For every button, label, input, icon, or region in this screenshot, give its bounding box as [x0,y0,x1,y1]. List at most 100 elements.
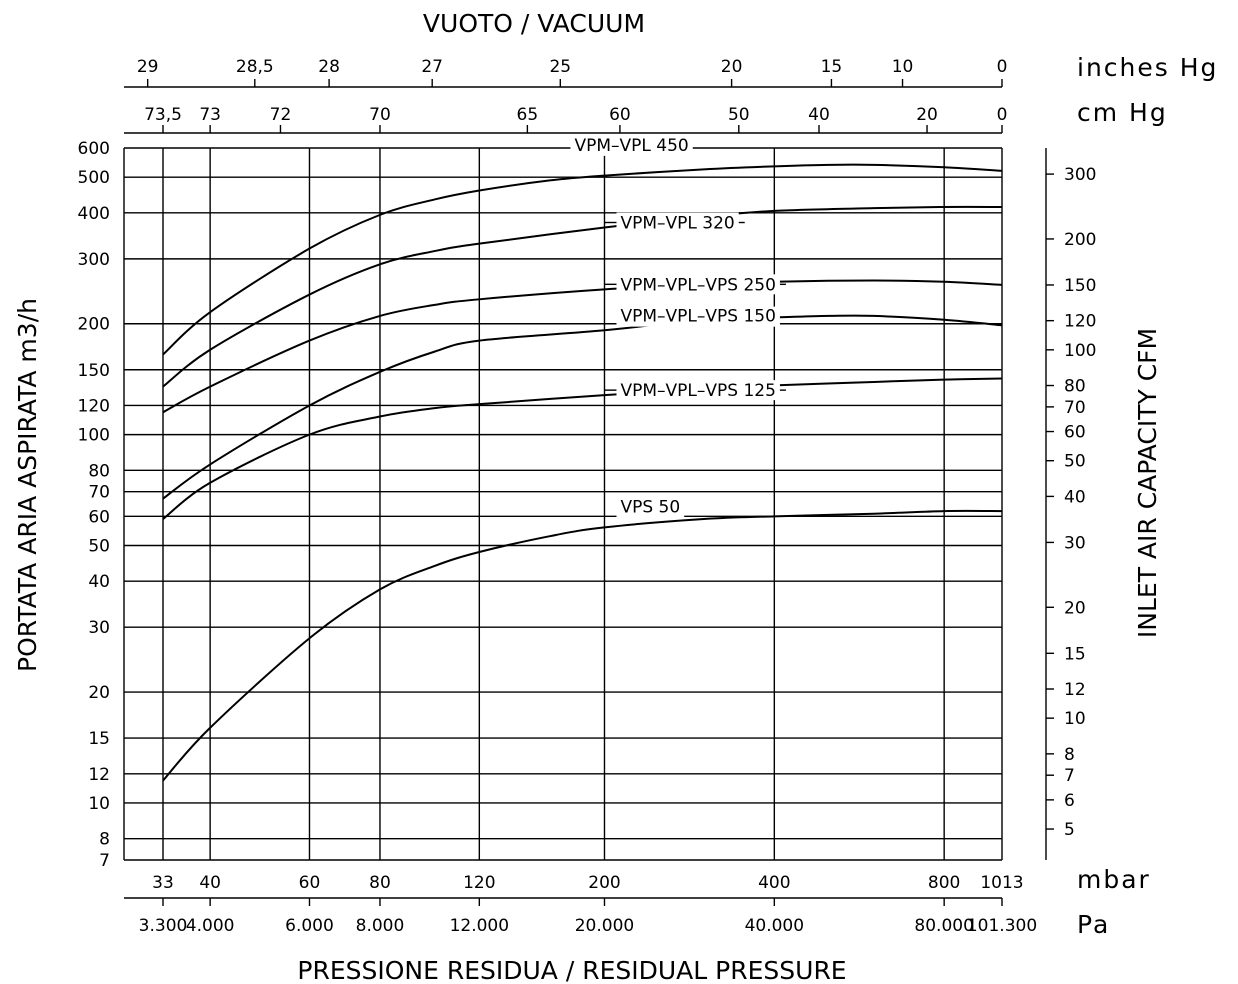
performance-curve-1 [162,163,1003,356]
inches-hg-tick-label: 28 [318,57,340,77]
inches-hg-tick-label: 29 [137,57,159,77]
series-label-1: VPM–VPL 450 [574,136,688,156]
cfm-tick-label: 50 [1064,452,1086,472]
cfm-tick-label: 12 [1064,680,1086,700]
cfm-tick-label: 60 [1064,423,1086,443]
y-left-tick-label: 400 [78,204,110,224]
performance-curve-6 [162,509,1003,782]
cfm-tick-label: 300 [1064,165,1096,185]
bottom-axis-title: PRESSIONE RESIDUA / RESIDUAL PRESSURE [297,956,846,984]
cfm-tick-label: 15 [1064,644,1086,664]
cfm-tick-label: 200 [1064,230,1096,250]
y-left-tick-label: 50 [88,536,110,556]
cfm-tick-label: 100 [1064,341,1096,361]
cfm-tick-label: 6 [1064,791,1075,811]
x-mbar-tick-label: 800 [928,873,960,893]
cfm-tick-label: 150 [1064,276,1096,296]
series-labels: VPM–VPL 450 VPM–VPL 320 VPM–VPL–VPS 250 VPM… [570,135,786,518]
performance-curves [162,163,1003,782]
series-label-6: VPS 50 [620,498,680,518]
series-label-background [616,212,739,233]
cfm-tick-label: 8 [1064,745,1075,765]
cm-hg-tick-label: 73,5 [144,105,182,125]
series-label-background [616,497,685,518]
series-label-5: VPM–VPL–VPS 125 [620,381,775,401]
performance-curve-3 [162,279,1003,414]
inches-hg-tick-label: 10 [892,57,914,77]
chart-axes [123,79,1054,906]
y-left-tick-label: 120 [78,396,110,416]
cm-hg-unit-label: cm Hg [1077,98,1168,127]
x-pa-tick-label: 20.000 [575,916,634,936]
y-left-tick-label: 60 [88,507,110,527]
y-left-tick-label: 100 [78,426,110,446]
x-pa-tick-label: 80.000 [914,916,973,936]
x-mbar-tick-label: 33 [152,873,174,893]
y-left-tick-label: 15 [88,729,110,749]
x-mbar-tick-label: 400 [758,873,790,893]
x-pa-tick-label: 8.000 [356,916,405,936]
cfm-tick-label: 10 [1064,709,1086,729]
x-pa-tick-label: 40.000 [745,916,804,936]
inches-hg-tick-label: 20 [721,57,743,77]
y-left-tick-label: 80 [88,461,110,481]
x-pa-tick-label: 4.000 [186,916,235,936]
cm-hg-tick-label: 70 [369,105,391,125]
x-mbar-tick-label: 40 [199,873,221,893]
mbar-unit-label: mbar [1077,865,1151,894]
cfm-tick-label: 40 [1064,487,1086,507]
cm-hg-tick-label: 20 [916,105,938,125]
pa-unit-label: Pa [1077,910,1110,939]
cm-hg-tick-label: 72 [270,105,292,125]
cfm-tick-label: 5 [1064,820,1075,840]
cfm-tick-label: 7 [1064,766,1075,786]
y-left-tick-label: 20 [88,683,110,703]
cfm-tick-label: 120 [1064,312,1096,332]
inches-hg-unit-label: inches Hg [1077,53,1218,82]
y-left-tick-label: 8 [99,830,110,850]
y-left-tick-label: 7 [99,851,110,871]
cm-hg-tick-label: 65 [517,105,539,125]
x-pa-tick-label: 101.300 [967,916,1037,936]
inches-hg-tick-label: 15 [821,57,843,77]
cm-hg-tick-label: 40 [808,105,830,125]
tick-labels: 7810121520304050607080100120150200300400… [78,57,1097,936]
y-left-tick-label: 10 [88,794,110,814]
inches-hg-tick-label: 0 [997,57,1008,77]
x-pa-tick-label: 3.300 [139,916,188,936]
series-label-2: VPM–VPL 320 [620,214,734,234]
top-axis-title: VUOTO / VACUUM [423,9,645,38]
inches-hg-tick-label: 25 [549,57,571,77]
right-axis-title: INLET AIR CAPACITY CFM [1133,328,1162,638]
cfm-tick-label: 30 [1064,533,1086,553]
x-pa-tick-label: 12.000 [450,916,509,936]
y-left-tick-label: 600 [78,139,110,159]
y-left-tick-label: 40 [88,572,110,592]
y-left-tick-label: 70 [88,483,110,503]
x-mbar-tick-label: 120 [463,873,495,893]
plot-grid [124,148,1002,860]
x-pa-tick-label: 6.000 [285,916,334,936]
cfm-tick-label: 80 [1064,377,1086,397]
series-label-background [616,380,780,401]
y-left-tick-label: 12 [88,765,110,785]
cm-hg-tick-label: 50 [728,105,750,125]
y-left-tick-label: 150 [78,361,110,381]
y-left-tick-label: 500 [78,168,110,188]
left-axis-title: PORTATA ARIA ASPIRATA m3/h [13,298,42,672]
x-mbar-tick-label: 60 [299,873,321,893]
cm-hg-tick-label: 73 [199,105,221,125]
y-left-tick-label: 200 [78,315,110,335]
inches-hg-tick-label: 27 [421,57,443,77]
series-label-background [616,306,780,327]
series-label-3: VPM–VPL–VPS 250 [620,275,775,295]
cm-hg-tick-label: 0 [997,105,1008,125]
y-left-tick-label: 300 [78,250,110,270]
series-label-background [570,135,693,156]
performance-curve-4 [162,314,1003,500]
x-mbar-tick-label: 200 [588,873,620,893]
x-mbar-tick-label: 80 [369,873,391,893]
y-left-tick-label: 30 [88,618,110,638]
performance-curve-2 [162,205,1003,388]
